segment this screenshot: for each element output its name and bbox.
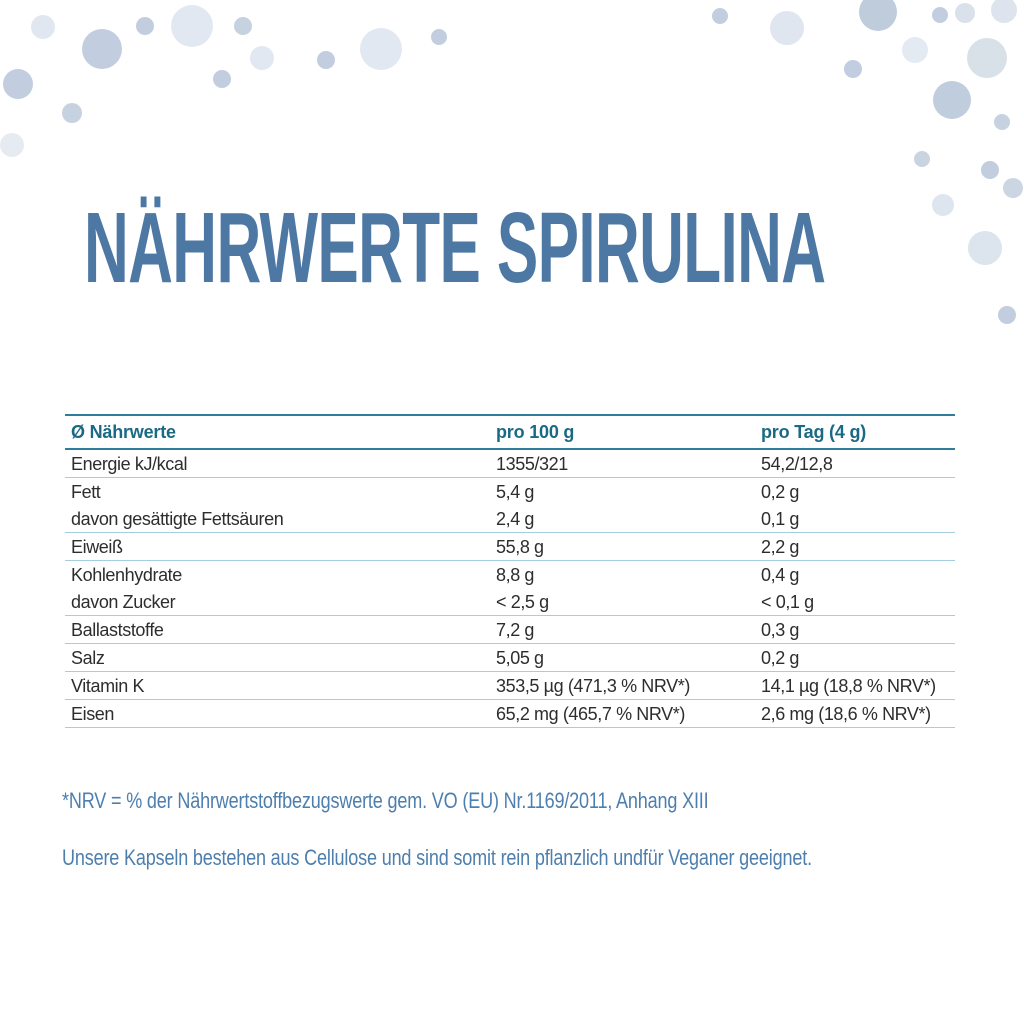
decorative-dot: [968, 231, 1002, 265]
decorative-dot: [932, 194, 954, 216]
nrv-footnote: *NRV = % der Nährwertstoffbezugswerte ge…: [62, 788, 709, 813]
decorative-dot: [933, 81, 971, 119]
row-label: Fett: [71, 482, 101, 502]
decorative-dot: [998, 306, 1016, 324]
table-header-row: Ø Nährwerte pro 100 g pro Tag (4 g): [65, 415, 955, 450]
decorative-dot: [171, 5, 213, 47]
value-per-day: < 0,1 g: [755, 588, 955, 616]
decorative-dot: [234, 17, 252, 35]
decorative-dot: [1003, 178, 1023, 198]
table-row: davon gesättigte Fettsäuren 2,4 g 0,1 g: [65, 505, 955, 533]
value-per-100g: 65,2 mg (465,7 % NRV*): [490, 699, 755, 728]
decorative-dot: [431, 29, 447, 45]
row-label: Ballaststoffe: [65, 615, 490, 644]
decorative-dot: [31, 15, 55, 39]
row-label: Kohlenhydrate: [71, 565, 182, 585]
table-row: Vitamin K 353,5 µg (471,3 % NRV*) 14,1 µg …: [65, 671, 955, 700]
table-row: Salz 5,05 g 0,2 g: [65, 643, 955, 672]
value-per-100g: 1355/321: [490, 449, 755, 478]
value-per-100g: 7,2 g: [490, 615, 755, 644]
value-per-100g: 8,8 g: [496, 565, 535, 585]
decorative-dot: [250, 46, 274, 70]
row-label: davon gesättigte Fettsäuren: [65, 505, 490, 533]
decorative-dot: [967, 38, 1007, 78]
page-title: NÄHRWERTE SPIRULINA: [84, 192, 826, 304]
decorative-dot: [82, 29, 122, 69]
value-per-day: 54,2/12,8: [755, 449, 955, 478]
value-per-day: 14,1 µg (18,8 % NRV*): [755, 671, 955, 700]
decorative-dot: [770, 11, 804, 45]
value-per-100g: 5,05 g: [490, 643, 755, 672]
table-row: davon Zucker < 2,5 g < 0,1 g: [65, 588, 955, 616]
value-per-100g: 55,8 g: [490, 532, 755, 561]
decorative-dot: [0, 133, 24, 157]
column-header-per-day: pro Tag (4 g): [755, 415, 955, 450]
decorative-dot: [136, 17, 154, 35]
value-per-100g: 353,5 µg (471,3 % NRV*): [490, 671, 755, 700]
row-label: davon Zucker: [65, 588, 490, 616]
decorative-dot: [213, 70, 231, 88]
value-per-day: 0,2 g: [755, 643, 955, 672]
value-per-100g: 5,4 g: [496, 482, 535, 502]
decorative-dot: [981, 161, 999, 179]
value-per-100g: < 2,5 g: [490, 588, 755, 616]
row-label: Vitamin K: [65, 671, 490, 700]
column-header-per-100g: pro 100 g: [490, 415, 755, 450]
table-row: Ballaststoffe 7,2 g 0,3 g: [65, 615, 955, 644]
decorative-dot: [859, 0, 897, 31]
value-per-day: 0,1 g: [755, 505, 955, 533]
decorative-dot: [844, 60, 862, 78]
row-label: Eisen: [65, 699, 490, 728]
decorative-dot: [914, 151, 930, 167]
table-row: Kohlenhydrate 8,8 g 0,4 g: [65, 561, 955, 589]
table-row: Fett 5,4 g 0,2 g: [65, 478, 955, 506]
table-row: Eisen 65,2 mg (465,7 % NRV*) 2,6 mg (18,6 …: [65, 699, 955, 728]
decorative-dot: [932, 7, 948, 23]
vegan-note: Unsere Kapseln bestehen aus Cellulose un…: [62, 845, 812, 870]
decorative-dot: [3, 69, 33, 99]
table-row: Eiweiß 55,8 g 2,2 g: [65, 532, 955, 561]
value-per-day: 2,2 g: [755, 532, 955, 561]
decorative-dot: [317, 51, 335, 69]
value-per-100g: 2,4 g: [490, 505, 755, 533]
row-label: Energie kJ/kcal: [65, 449, 490, 478]
row-label: Eiweiß: [65, 532, 490, 561]
table-row: Energie kJ/kcal 1355/321 54,2/12,8: [65, 449, 955, 478]
decorative-dot: [991, 0, 1017, 23]
decorative-dot: [994, 114, 1010, 130]
decorative-dot: [955, 3, 975, 23]
decorative-dot: [712, 8, 728, 24]
value-per-day: 0,2 g: [761, 482, 800, 502]
column-header-nutrients: Ø Nährwerte: [65, 415, 490, 450]
value-per-day: 0,3 g: [755, 615, 955, 644]
row-label: Salz: [65, 643, 490, 672]
decorative-dot: [360, 28, 402, 70]
value-per-day: 0,4 g: [761, 565, 800, 585]
decorative-dot: [62, 103, 82, 123]
value-per-day: 2,6 mg (18,6 % NRV*): [755, 699, 955, 728]
nutrition-table: Ø Nährwerte pro 100 g pro Tag (4 g) Ener…: [65, 414, 955, 728]
decorative-dot: [902, 37, 928, 63]
